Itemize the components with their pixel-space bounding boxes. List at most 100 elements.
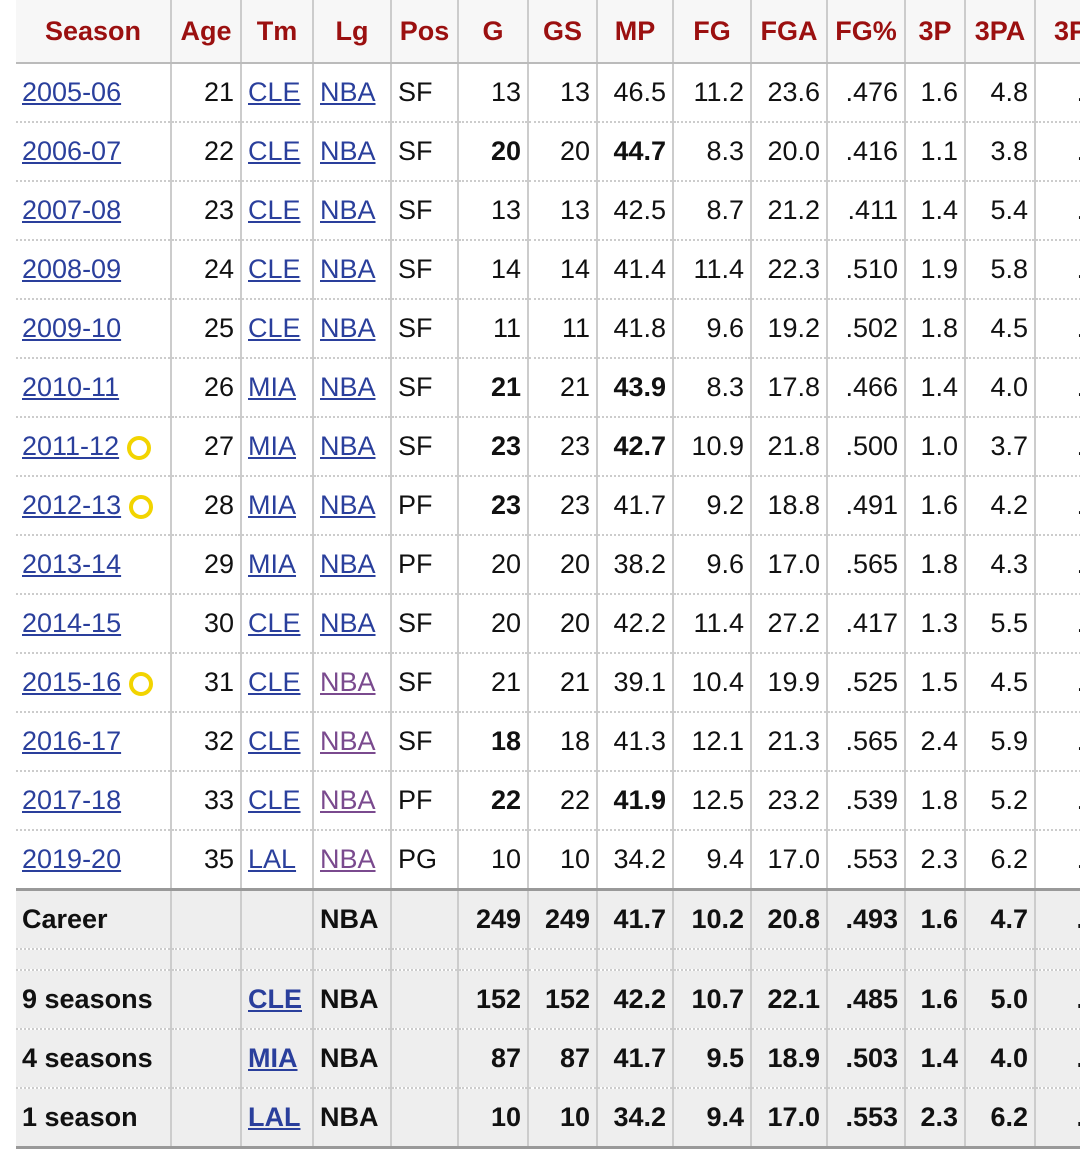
team-link[interactable]: CLE — [248, 136, 301, 166]
cell: 22 — [528, 771, 598, 831]
column-header: FG% — [827, 0, 906, 64]
league-link[interactable]: NBA — [320, 372, 376, 402]
cell: 42.5 — [597, 181, 674, 241]
totals-row: 1 seasonLALNBA101034.29.417.0.5532.36.2.… — [16, 1088, 1080, 1149]
team-link[interactable]: CLE — [248, 984, 302, 1014]
cell: 17.0 — [751, 535, 828, 595]
season-link[interactable]: 2016-17 — [22, 726, 122, 756]
team-link[interactable]: CLE — [248, 195, 301, 225]
column-header: MP — [597, 0, 674, 64]
season-row: 2017-18 33 CLE NBA PF 22 22 41.9 12.5 23.2.539 1.8… — [16, 771, 1080, 831]
league-link[interactable]: NBA — [320, 313, 376, 343]
cell: 19.9 — [751, 653, 828, 713]
season-row: 2006-07 22 CLE NBA SF 20 20 44.7 8.3 20.0.416 1.1 3… — [16, 122, 1080, 182]
league-link[interactable]: NBA — [320, 844, 376, 874]
team-link[interactable]: LAL — [248, 1102, 301, 1132]
league-link[interactable]: NBA — [320, 608, 376, 638]
season-link[interactable]: 2019-20 — [22, 844, 122, 874]
team-link[interactable]: MIA — [248, 490, 297, 520]
team-link[interactable]: CLE — [248, 785, 301, 815]
team-link[interactable]: CLE — [248, 726, 301, 756]
season-link[interactable]: 2008-09 — [22, 254, 122, 284]
cell: .491 — [827, 476, 906, 536]
season-link[interactable]: 2009-10 — [22, 313, 122, 343]
team-link[interactable]: CLE — [248, 313, 301, 343]
team-link[interactable]: LAL — [248, 844, 297, 874]
cell: 1.4 — [905, 358, 966, 418]
season-row: 2008-09 24 CLE NBA SF 14 14 41.4 11.4 22.3.510 1.9… — [16, 240, 1080, 300]
league-link[interactable]: NBA — [320, 136, 376, 166]
league-link[interactable]: NBA — [320, 431, 376, 461]
cell: 17.0 — [751, 830, 828, 891]
cell: 44.7 — [597, 122, 674, 182]
league-link[interactable]: NBA — [320, 785, 376, 815]
cell: NBA — [313, 535, 392, 595]
cell: .502 — [827, 299, 906, 359]
cell: 33 — [171, 771, 242, 831]
season-row: 2010-11 26 MIA NBA SF 21 21 43.9 8.3 17.8.466 1.4 4… — [16, 358, 1080, 418]
cell — [458, 949, 529, 971]
cell: 14 — [528, 240, 598, 300]
team-link[interactable]: MIA — [248, 431, 297, 461]
cell: 26 — [171, 358, 242, 418]
team-link[interactable]: CLE — [248, 77, 301, 107]
cell: 2007-08 — [16, 181, 172, 241]
cell: .416 — [827, 122, 906, 182]
league-link[interactable]: NBA — [320, 549, 376, 579]
cell: Career — [16, 888, 172, 950]
award-marker — [127, 435, 152, 460]
team-link[interactable]: CLE — [248, 608, 301, 638]
season-link[interactable]: 2011-12 — [22, 431, 120, 461]
season-link[interactable]: 2006-07 — [22, 136, 122, 166]
season-link[interactable]: 2017-18 — [22, 785, 122, 815]
cell: 43.9 — [597, 358, 674, 418]
season-link[interactable]: 2007-08 — [22, 195, 122, 225]
season-link[interactable]: 2005-06 — [22, 77, 122, 107]
team-link[interactable]: MIA — [248, 372, 297, 402]
season-link[interactable]: 2010-11 — [22, 372, 120, 402]
season-link[interactable]: 2012-13 — [22, 490, 122, 520]
cell: SF — [391, 417, 459, 477]
cell: 1.0 — [905, 417, 966, 477]
cell — [391, 1088, 459, 1149]
team-link[interactable]: MIA — [248, 1043, 298, 1073]
league-link[interactable]: NBA — [320, 77, 376, 107]
column-header: FGA — [751, 0, 828, 64]
cell: NBA — [313, 771, 392, 831]
cell — [171, 1088, 242, 1149]
cell: 1.4 — [905, 181, 966, 241]
season-link[interactable]: 2015-16 — [22, 667, 122, 697]
cell: NBA — [313, 888, 392, 950]
cell: 11 — [528, 299, 598, 359]
cell: 18.8 — [751, 476, 828, 536]
season-row: 2011-12 27 MIA NBA SF 23 23 42.7 10.9 21.8.500 1.0… — [16, 417, 1080, 477]
season-link[interactable]: 2014-15 — [22, 608, 122, 638]
cell: NBA — [313, 1088, 392, 1149]
league-link[interactable]: NBA — [320, 254, 376, 284]
cell: 3.7 — [965, 417, 1036, 477]
cell — [171, 888, 242, 950]
league-link[interactable]: NBA — [320, 667, 376, 697]
cell: CLE — [241, 594, 314, 654]
team-link[interactable]: MIA — [248, 549, 297, 579]
season-link[interactable]: 2013-14 — [22, 549, 122, 579]
cell: CLE — [241, 63, 314, 123]
cell: 21 — [458, 358, 529, 418]
cell: 4 seasons — [16, 1029, 172, 1089]
cell: 9.6 — [673, 299, 752, 359]
cell: 30 — [171, 594, 242, 654]
cell: .3 — [1035, 888, 1080, 950]
league-link[interactable]: NBA — [320, 195, 376, 225]
cell: 20 — [458, 122, 529, 182]
cell: .3 — [1035, 970, 1080, 1030]
cell: 2017-18 — [16, 771, 172, 831]
league-link[interactable]: NBA — [320, 726, 376, 756]
cell: .3 — [1035, 771, 1080, 831]
cell: SF — [391, 594, 459, 654]
team-link[interactable]: CLE — [248, 667, 301, 697]
cell: .2 — [1035, 181, 1080, 241]
cell: 23.2 — [751, 771, 828, 831]
cell: 8.3 — [673, 122, 752, 182]
league-link[interactable]: NBA — [320, 490, 376, 520]
team-link[interactable]: CLE — [248, 254, 301, 284]
